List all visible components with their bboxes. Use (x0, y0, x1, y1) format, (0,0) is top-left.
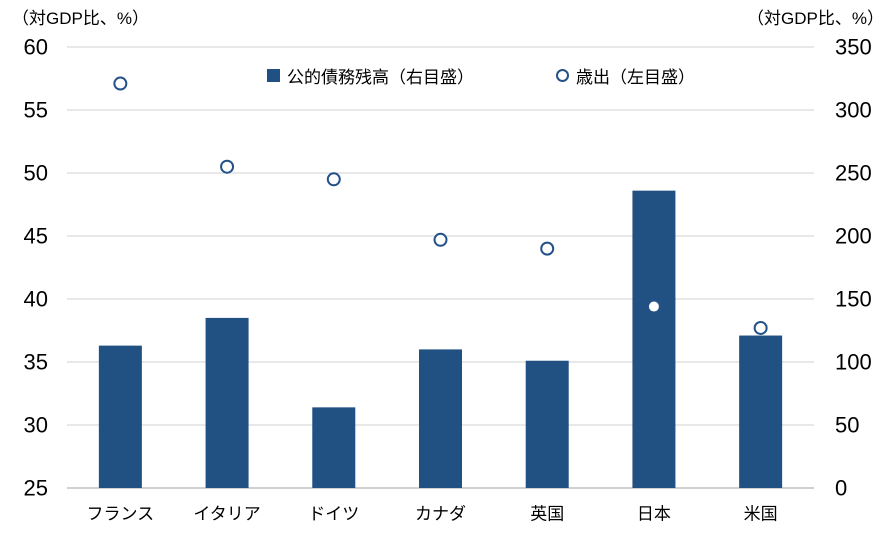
right-axis-tick-label: 100 (835, 350, 872, 375)
left-axis-tick-label: 30 (24, 413, 48, 438)
category-label: 英国 (530, 505, 564, 524)
bar-日本 (632, 190, 676, 488)
bar-カナダ (419, 349, 462, 488)
legend-item-public-debt: 公的債務残高（右目盛） (267, 63, 474, 87)
filled-square-icon (267, 68, 280, 82)
category-label: ドイツ (308, 505, 359, 524)
bar-イタリア (205, 317, 249, 488)
bar-米国 (739, 335, 783, 488)
left-axis-tick-label: 50 (24, 161, 48, 186)
category-label: フランス (87, 505, 155, 524)
right-axis-tick-label: 300 (835, 98, 872, 123)
category-label: イタリア (193, 505, 260, 524)
legend: 公的債務残高（右目盛） 歳出（左目盛） (0, 63, 892, 87)
left-axis-tick-label: 45 (24, 224, 48, 249)
left-axis-unit-label: （対GDP比、%） (12, 9, 149, 28)
right-axis-tick-label: 50 (835, 413, 859, 438)
category-label: カナダ (415, 505, 466, 524)
bar-フランス (98, 345, 142, 488)
legend-label-public-debt: 公的債務残高（右目盛） (287, 67, 474, 87)
marker-イタリア (220, 159, 235, 174)
marker-ドイツ (326, 172, 341, 187)
right-axis-tick-label: 250 (835, 161, 872, 186)
marker-米国 (753, 320, 768, 335)
left-axis-tick-label: 60 (24, 35, 48, 60)
right-axis-tick-label: 350 (835, 35, 872, 60)
left-axis-tick-label: 55 (24, 98, 48, 123)
right-axis-unit-label: （対GDP比、%） (747, 9, 884, 28)
bar-英国 (525, 360, 569, 488)
right-axis-tick-label: 150 (835, 287, 872, 312)
category-label: 米国 (744, 505, 778, 524)
right-axis-tick-label: 200 (835, 224, 872, 249)
legend-label-expenditure: 歳出（左目盛） (576, 67, 695, 87)
open-circle-icon (556, 68, 569, 82)
left-axis-tick-label: 25 (24, 476, 48, 501)
category-label: 日本 (637, 505, 671, 524)
marker-日本 (646, 299, 661, 314)
marker-カナダ (433, 232, 448, 247)
marker-フランス (113, 76, 128, 91)
left-axis-tick-label: 35 (24, 350, 48, 375)
right-axis-tick-label: 0 (835, 476, 847, 501)
bar-ドイツ (312, 407, 356, 488)
legend-item-expenditure: 歳出（左目盛） (556, 63, 695, 87)
marker-英国 (540, 241, 555, 256)
left-axis-tick-label: 40 (24, 287, 48, 312)
